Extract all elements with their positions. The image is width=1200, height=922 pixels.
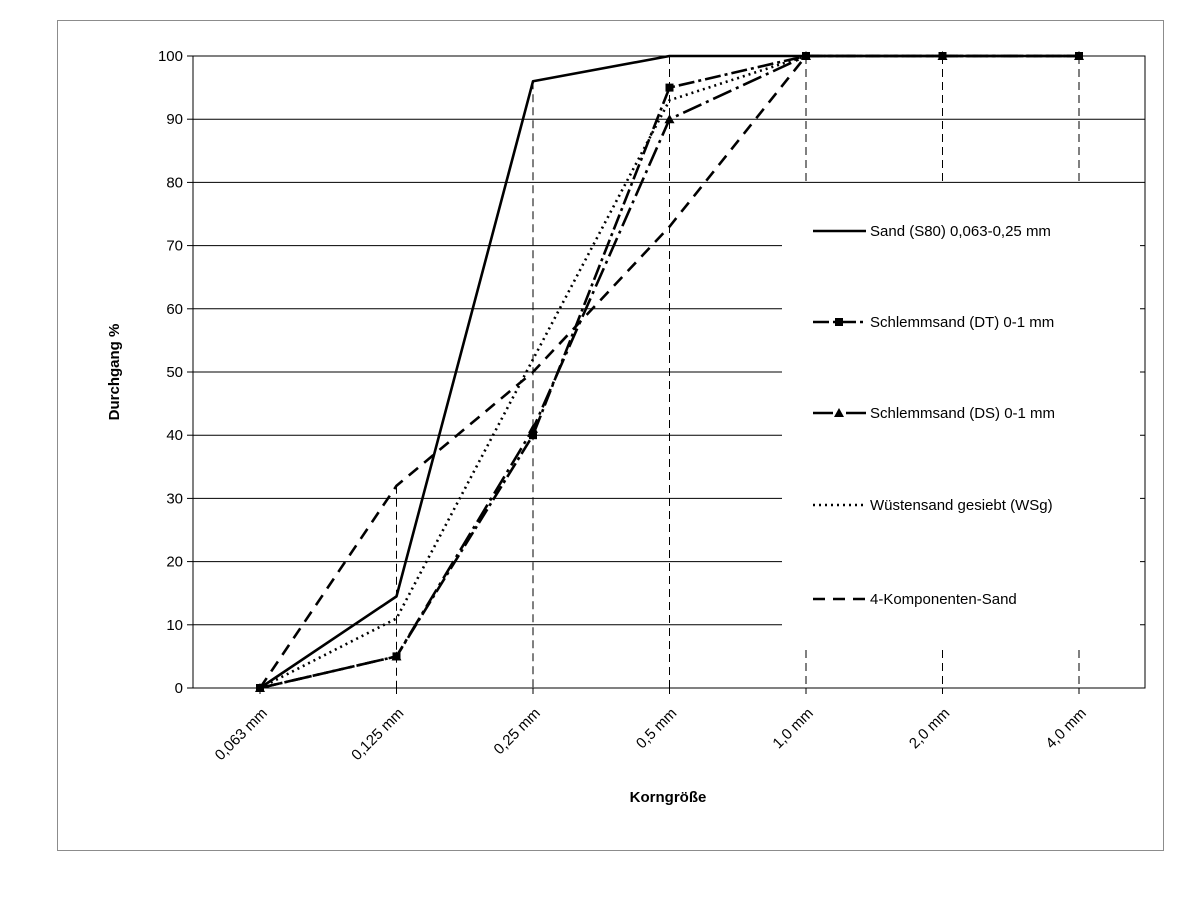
legend-label: 4-Komponenten-Sand [870,591,1017,608]
y-tick-label: 60 [166,301,183,318]
x-tick-label: 0,5 mm [633,705,680,752]
series-line [258,54,1079,689]
x-tick-label: 4,0 mm [1042,705,1089,752]
y-tick-label: 10 [166,617,183,634]
marker-triangle [528,423,538,433]
series-5 [258,54,1079,689]
y-tick-label: 0 [175,680,183,697]
series-4 [259,54,1079,690]
y-tick-label: 100 [158,48,183,65]
marker-square [665,83,674,92]
y-tick-label: 70 [166,238,183,255]
y-tick-label: 40 [166,427,183,444]
x-tick-label: 1,0 mm [769,705,816,752]
legend-item: Wüstensand gesiebt (WSg) [813,497,1053,514]
y-tick-label: 80 [166,174,183,191]
x-tick-label: 2,0 mm [906,705,953,752]
legend-label: Schlemmsand (DS) 0-1 mm [870,405,1055,422]
x-tick-label: 0,125 mm [348,705,407,764]
x-axis-title: Korngröße [630,789,707,806]
marker-square [529,431,537,440]
legend-item: Sand (S80) 0,063-0,25 mm [813,223,1051,240]
y-tick-label: 20 [166,554,183,571]
y-tick-label: 90 [166,111,183,128]
legend-label: Schlemmsand (DT) 0-1 mm [870,314,1054,331]
marker-square [835,318,843,326]
marker-triangle [834,408,844,417]
legend-item: 4-Komponenten-Sand [813,591,1017,608]
legend-label: Sand (S80) 0,063-0,25 mm [870,223,1051,240]
y-tick-label: 50 [166,364,183,381]
x-tick-label: 0,063 mm [212,705,271,764]
legend-item: Schlemmsand (DS) 0-1 mm [813,405,1055,422]
legend-item: Schlemmsand (DT) 0-1 mm [813,314,1054,331]
legend-label: Wüstensand gesiebt (WSg) [870,497,1053,514]
y-axis-title: Durchgang % [106,324,123,421]
series-line [259,54,1079,690]
y-tick-label: 30 [166,490,183,507]
vertical-drop-lines [396,56,1080,688]
marker-triangle [664,114,675,124]
x-tick-label: 0,25 mm [491,705,544,758]
legend: Sand (S80) 0,063-0,25 mm Schlemmsand (DT)… [782,185,1140,650]
marker-triangle [391,651,402,661]
legend-background [782,185,1140,650]
